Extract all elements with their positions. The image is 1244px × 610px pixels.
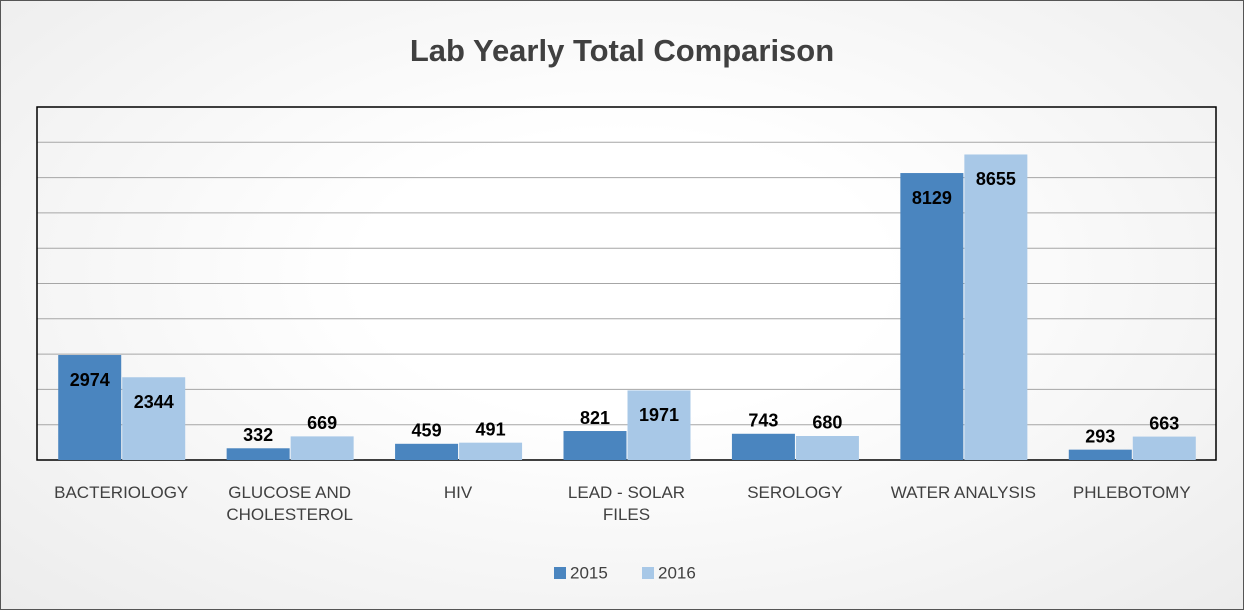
x-tick-label: HIV xyxy=(443,483,473,502)
data-label: 680 xyxy=(812,413,842,433)
bar xyxy=(122,377,186,460)
bar xyxy=(226,448,290,460)
data-label: 8655 xyxy=(976,169,1016,189)
x-tick-label: BACTERIOLOGY xyxy=(54,483,189,502)
x-tick-label: GLUCOSE AND CHOLESTEROL xyxy=(226,483,353,524)
data-label: 8129 xyxy=(912,188,952,208)
data-label: 1971 xyxy=(639,405,679,425)
bar xyxy=(1068,449,1132,460)
x-tick-label: SEROLOGY xyxy=(747,483,843,502)
data-label: 332 xyxy=(243,425,273,445)
bar xyxy=(795,435,859,460)
bar xyxy=(964,154,1028,460)
legend-swatch xyxy=(554,567,566,579)
chart-title: Lab Yearly Total Comparison xyxy=(410,33,834,68)
data-label: 2974 xyxy=(70,370,110,390)
data-label: 459 xyxy=(412,421,442,441)
bar xyxy=(459,442,523,460)
data-label: 821 xyxy=(580,408,610,428)
x-tick-label: PHLEBOTOMY xyxy=(1072,483,1191,502)
bar xyxy=(627,390,691,460)
bar xyxy=(58,355,122,460)
x-tick-label: WATER ANALYSIS xyxy=(890,483,1036,502)
bar xyxy=(900,173,964,460)
data-label: 663 xyxy=(1149,413,1179,433)
legend-label: 2016 xyxy=(658,563,696,582)
data-label: 491 xyxy=(476,419,506,439)
bar xyxy=(395,443,459,460)
legend-label: 2015 xyxy=(570,563,608,582)
data-label: 743 xyxy=(748,411,778,431)
data-label: 669 xyxy=(307,413,337,433)
x-tick-label: LEAD - SOLAR FILES xyxy=(567,483,686,524)
bar xyxy=(563,431,627,460)
data-label: 2344 xyxy=(134,392,174,412)
legend-swatch xyxy=(642,567,654,579)
bar xyxy=(1132,436,1196,460)
data-label: 293 xyxy=(1085,426,1115,446)
bar xyxy=(731,433,795,460)
bar xyxy=(290,436,354,460)
